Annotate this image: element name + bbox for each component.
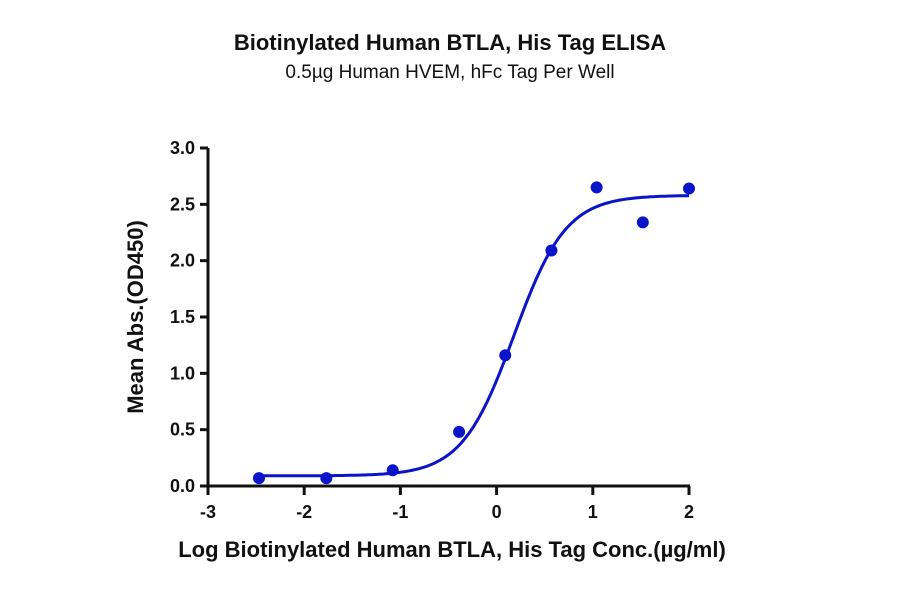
fit-curve xyxy=(259,194,689,478)
data-point xyxy=(252,472,265,485)
y-tick-label: 0.0 xyxy=(170,476,195,496)
data-point xyxy=(590,181,603,194)
data-point xyxy=(453,425,466,438)
y-tick-label: 0.5 xyxy=(170,420,195,440)
y-tick-label: 3.0 xyxy=(170,138,195,158)
y-axis-label: Mean Abs.(OD450) xyxy=(123,220,148,414)
y-tick-label: 1.0 xyxy=(170,363,195,383)
x-tick-label: -1 xyxy=(392,502,408,522)
x-tick-label: -2 xyxy=(296,502,312,522)
data-point xyxy=(545,244,558,257)
data-points xyxy=(252,181,695,485)
x-tick-label: 2 xyxy=(684,502,694,522)
data-point xyxy=(499,349,512,362)
data-point xyxy=(386,464,399,477)
x-axis-label: Log Biotinylated Human BTLA, His Tag Con… xyxy=(178,537,726,562)
data-point xyxy=(320,472,333,485)
x-tick-label: -3 xyxy=(200,502,216,522)
data-point xyxy=(683,182,695,195)
axes: 0.0 0.5 1.0 1.5 2.0 2.5 3.0 -3 -2 -1 0 1 2 xyxy=(170,138,694,522)
x-tick-label: 0 xyxy=(492,502,502,522)
x-tick-label: 1 xyxy=(588,502,598,522)
y-tick-label: 2.5 xyxy=(170,194,195,214)
chart-subtitle: 0.5µg Human HVEM, hFc Tag Per Well xyxy=(285,62,615,83)
chart-title: Biotinylated Human BTLA, His Tag ELISA xyxy=(233,30,667,55)
data-point xyxy=(636,216,649,229)
y-tick-label: 1.5 xyxy=(170,307,195,327)
y-tick-label: 2.0 xyxy=(170,251,195,271)
